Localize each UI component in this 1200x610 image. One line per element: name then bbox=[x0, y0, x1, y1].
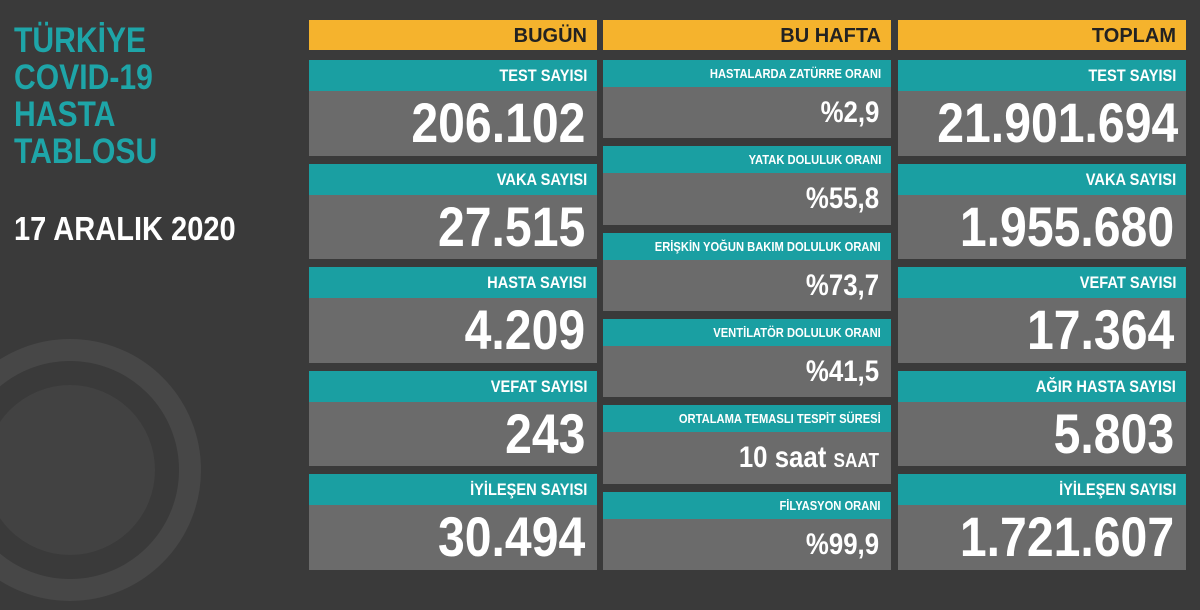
item-label: ERİŞKİN YOĞUN BAKIM DOLULUK ORANI bbox=[603, 232, 891, 260]
date: 17 ARALIK 2020 bbox=[14, 210, 236, 247]
value-number: 27.515 bbox=[437, 194, 585, 258]
item-label-text: FİLYASYON ORANI bbox=[779, 497, 881, 513]
emblem bbox=[0, 339, 201, 601]
item-value-text: 206.102 bbox=[411, 91, 585, 156]
item-label: TEST SAYISI bbox=[309, 60, 597, 91]
item-value-text: 4.209 bbox=[464, 298, 585, 363]
item-value: %2,9 bbox=[603, 87, 891, 139]
item-value-text: 5.803 bbox=[1053, 402, 1174, 467]
value-number: %55,8 bbox=[805, 182, 879, 216]
page: {"title_lines": ["TÜRKİYE", "COVID-19", … bbox=[0, 20, 1186, 601]
item-value-text: %55,8 bbox=[806, 173, 879, 224]
item-value-text: 21.901.694 bbox=[937, 91, 1178, 156]
item-value-text: 17.364 bbox=[1027, 298, 1174, 363]
value-number: 1.955.680 bbox=[959, 194, 1174, 258]
item-label-text: YATAK DOLULUK ORANI bbox=[748, 152, 881, 168]
item-value: 4.209 bbox=[309, 298, 597, 363]
item-value: 5.803 bbox=[898, 401, 1186, 467]
item-label: İYİLEŞEN SAYISI bbox=[898, 474, 1186, 506]
item-value: 206.102 bbox=[309, 91, 597, 156]
emblem-ring bbox=[0, 339, 201, 601]
item-value: %73,7 bbox=[603, 259, 891, 311]
item-value: 243 bbox=[309, 401, 597, 467]
item-label-text: VEFAT SAYISI bbox=[1079, 273, 1176, 293]
item-label: VENTİLATÖR DOLULUK ORANI bbox=[603, 319, 891, 346]
item-label: TEST SAYISI bbox=[898, 60, 1186, 91]
item-value-text: 30.494 bbox=[438, 505, 585, 570]
item-label-text: İYİLEŞEN SAYISI bbox=[469, 480, 587, 500]
emblem-core bbox=[0, 385, 155, 555]
item-label-text: ERİŞKİN YOĞUN BAKIM DOLULUK ORANI bbox=[655, 238, 881, 254]
item-value-text: 1.721.607 bbox=[960, 505, 1174, 570]
item-value: 21.901.694 bbox=[898, 91, 1186, 156]
column-header: BU HAFTA bbox=[603, 20, 891, 50]
item-label: FİLYASYON ORANI bbox=[603, 491, 891, 519]
item-value-text: %2,9 bbox=[820, 87, 879, 138]
value-number: 243 bbox=[504, 401, 585, 465]
item-value: %41,5 bbox=[603, 346, 891, 398]
item-value-text: %99,9 bbox=[806, 519, 879, 570]
title-line: TÜRKİYE bbox=[14, 21, 147, 60]
item-label: VAKA SAYISI bbox=[309, 163, 597, 195]
title-line: TABLOSU bbox=[14, 132, 158, 171]
item-label: ORTALAMA TEMASLI TESPİT SÜRESİ bbox=[603, 405, 891, 433]
item-value-text: 10 saat SAAT bbox=[739, 432, 879, 487]
item-value-text: %41,5 bbox=[806, 346, 879, 397]
item-label: VAKA SAYISI bbox=[898, 163, 1186, 195]
item-value: 27.515 bbox=[309, 194, 597, 260]
item-value: 30.494 bbox=[309, 505, 597, 570]
value-unit: SAAT bbox=[833, 450, 879, 473]
value-number: 10 saat bbox=[738, 441, 827, 475]
item-label-text: VAKA SAYISI bbox=[496, 169, 587, 189]
item-value: 10 saat SAAT bbox=[603, 432, 891, 484]
item-label-text: VEFAT SAYISI bbox=[490, 376, 587, 396]
item-label: AĞIR HASTA SAYISI bbox=[898, 370, 1186, 402]
item-label: VEFAT SAYISI bbox=[898, 267, 1186, 299]
value-number: %2,9 bbox=[820, 96, 879, 129]
value-number: 4.209 bbox=[464, 298, 585, 362]
title: TÜRKİYE COVID-19 HASTA TABLOSU bbox=[14, 22, 157, 170]
item-value-text: 243 bbox=[505, 402, 585, 467]
item-value-text: 27.515 bbox=[438, 195, 585, 260]
value-number: 206.102 bbox=[410, 91, 585, 154]
item-label-text: HASTALARDA ZATÜRRE ORANI bbox=[709, 66, 881, 81]
item-label: YATAK DOLULUK ORANI bbox=[603, 146, 891, 174]
item-label-text: TEST SAYISI bbox=[1087, 66, 1176, 85]
item-label-text: VENTİLATÖR DOLULUK ORANI bbox=[713, 325, 881, 340]
item-label-text: AĞIR HASTA SAYISI bbox=[1035, 376, 1176, 396]
value-number: 5.803 bbox=[1053, 401, 1174, 465]
item-value: 17.364 bbox=[898, 298, 1186, 363]
title-line: HASTA bbox=[14, 95, 116, 134]
value-number: 17.364 bbox=[1026, 298, 1174, 362]
column-header: BUGÜN bbox=[309, 20, 597, 50]
value-number: 30.494 bbox=[437, 505, 585, 569]
item-label-text: TEST SAYISI bbox=[498, 66, 587, 85]
value-number: %73,7 bbox=[805, 268, 879, 302]
item-value-text: %73,7 bbox=[806, 260, 879, 311]
item-label-text: İYİLEŞEN SAYISI bbox=[1058, 480, 1176, 500]
title-line: COVID-19 bbox=[14, 58, 153, 97]
item-label: İYİLEŞEN SAYISI bbox=[309, 474, 597, 506]
item-label-text: ORTALAMA TEMASLI TESPİT SÜRESİ bbox=[679, 411, 881, 427]
item-value-text: 1.955.680 bbox=[960, 195, 1174, 260]
item-value: 1.955.680 bbox=[898, 194, 1186, 260]
item-label: VEFAT SAYISI bbox=[309, 370, 597, 402]
item-label: HASTA SAYISI bbox=[309, 267, 597, 299]
value-number: %41,5 bbox=[805, 355, 879, 388]
value-number: %99,9 bbox=[805, 527, 879, 561]
item-label: HASTALARDA ZATÜRRE ORANI bbox=[603, 60, 891, 87]
value-number: 1.721.607 bbox=[959, 505, 1174, 569]
item-label-text: VAKA SAYISI bbox=[1085, 169, 1176, 189]
value-number: 21.901.694 bbox=[937, 91, 1179, 154]
item-value: %55,8 bbox=[603, 173, 891, 225]
column-header: TOPLAM bbox=[898, 20, 1186, 50]
item-label-text: HASTA SAYISI bbox=[487, 273, 587, 293]
item-value: %99,9 bbox=[603, 518, 891, 570]
item-value: 1.721.607 bbox=[898, 505, 1186, 570]
